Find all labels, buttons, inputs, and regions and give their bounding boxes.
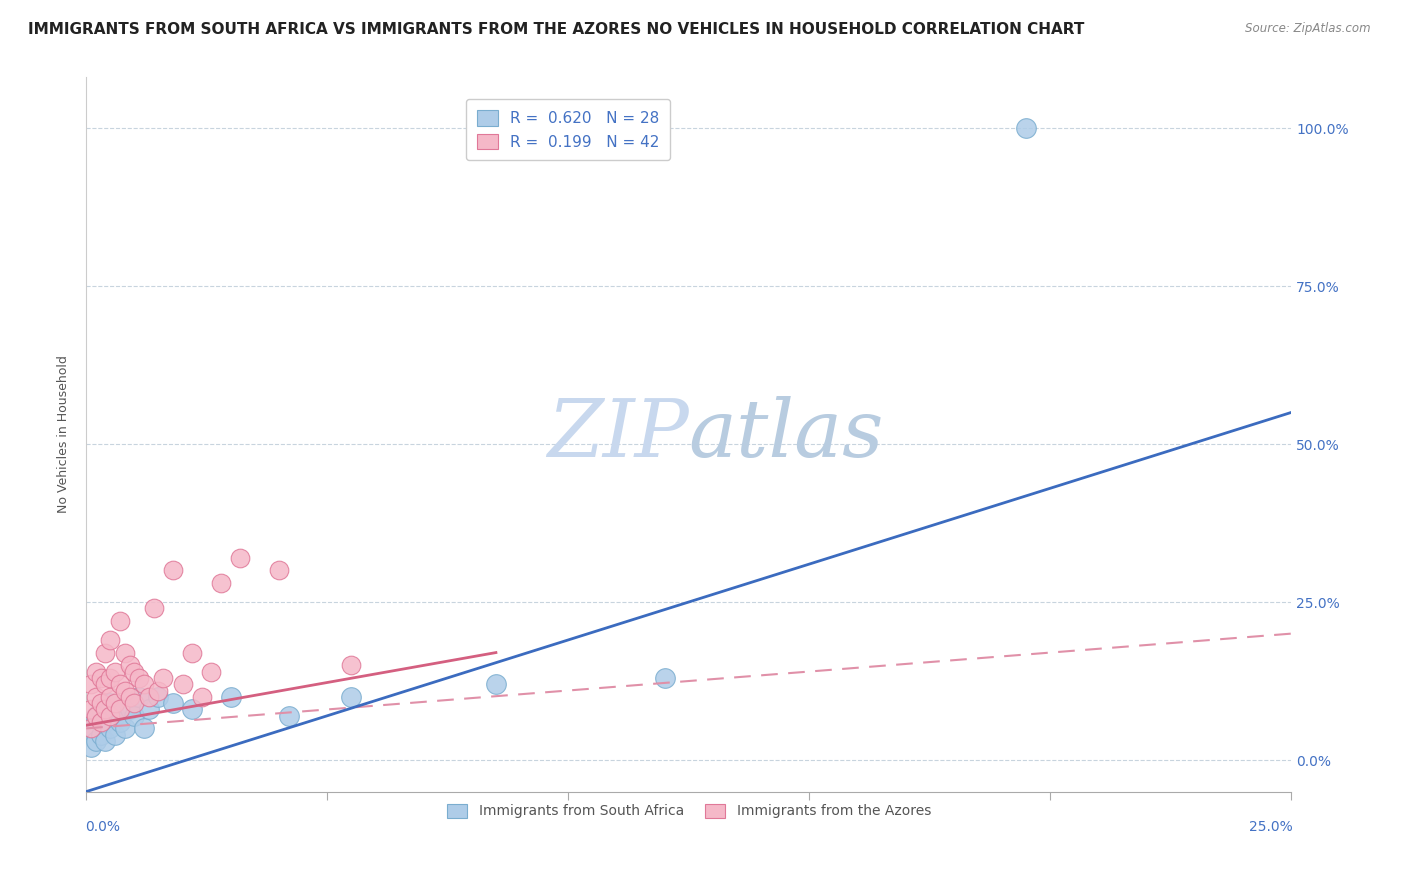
Point <box>148 690 170 704</box>
Point <box>90 671 112 685</box>
Point <box>267 563 290 577</box>
Point <box>94 734 117 748</box>
Point <box>104 696 127 710</box>
Point <box>277 708 299 723</box>
Point <box>132 677 155 691</box>
Point <box>80 677 103 691</box>
Point <box>84 690 107 704</box>
Point <box>340 658 363 673</box>
Text: 0.0%: 0.0% <box>84 820 120 834</box>
Point <box>128 690 150 704</box>
Text: 25.0%: 25.0% <box>1249 820 1292 834</box>
Legend: Immigrants from South Africa, Immigrants from the Azores: Immigrants from South Africa, Immigrants… <box>441 798 936 824</box>
Text: atlas: atlas <box>689 396 884 474</box>
Point <box>104 708 127 723</box>
Point <box>84 665 107 679</box>
Point <box>84 708 107 723</box>
Point <box>1015 120 1038 135</box>
Point <box>181 646 204 660</box>
Point <box>209 576 232 591</box>
Point <box>98 671 121 685</box>
Point <box>219 690 242 704</box>
Point <box>90 702 112 716</box>
Point <box>124 665 146 679</box>
Point <box>94 702 117 716</box>
Point <box>90 728 112 742</box>
Point <box>90 715 112 730</box>
Point <box>80 702 103 716</box>
Point <box>90 696 112 710</box>
Point <box>124 708 146 723</box>
Point <box>118 658 141 673</box>
Point <box>162 563 184 577</box>
Point <box>128 671 150 685</box>
Point <box>80 722 103 736</box>
Point <box>191 690 214 704</box>
Point <box>108 614 131 628</box>
Point <box>94 715 117 730</box>
Text: IMMIGRANTS FROM SOUTH AFRICA VS IMMIGRANTS FROM THE AZORES NO VEHICLES IN HOUSEH: IMMIGRANTS FROM SOUTH AFRICA VS IMMIGRAN… <box>28 22 1084 37</box>
Point <box>108 715 131 730</box>
Point <box>181 702 204 716</box>
Point <box>118 690 141 704</box>
Text: Source: ZipAtlas.com: Source: ZipAtlas.com <box>1246 22 1371 36</box>
Point <box>80 740 103 755</box>
Point <box>152 671 174 685</box>
Point <box>229 550 252 565</box>
Point <box>148 683 170 698</box>
Point <box>124 696 146 710</box>
Point <box>200 665 222 679</box>
Point <box>114 683 136 698</box>
Point <box>138 702 160 716</box>
Point <box>138 690 160 704</box>
Y-axis label: No Vehicles in Household: No Vehicles in Household <box>58 356 70 514</box>
Point <box>80 722 103 736</box>
Point <box>485 677 508 691</box>
Point <box>162 696 184 710</box>
Point <box>94 677 117 691</box>
Point <box>142 601 165 615</box>
Point <box>104 728 127 742</box>
Point <box>132 722 155 736</box>
Point <box>84 708 107 723</box>
Point <box>114 722 136 736</box>
Point <box>98 632 121 647</box>
Point <box>114 646 136 660</box>
Point <box>94 646 117 660</box>
Point <box>98 696 121 710</box>
Point <box>104 665 127 679</box>
Point <box>118 702 141 716</box>
Text: ZIP: ZIP <box>547 396 689 474</box>
Point <box>84 734 107 748</box>
Point <box>108 702 131 716</box>
Point <box>108 677 131 691</box>
Point <box>340 690 363 704</box>
Point <box>654 671 676 685</box>
Point <box>172 677 194 691</box>
Point <box>98 708 121 723</box>
Point <box>98 690 121 704</box>
Point <box>98 722 121 736</box>
